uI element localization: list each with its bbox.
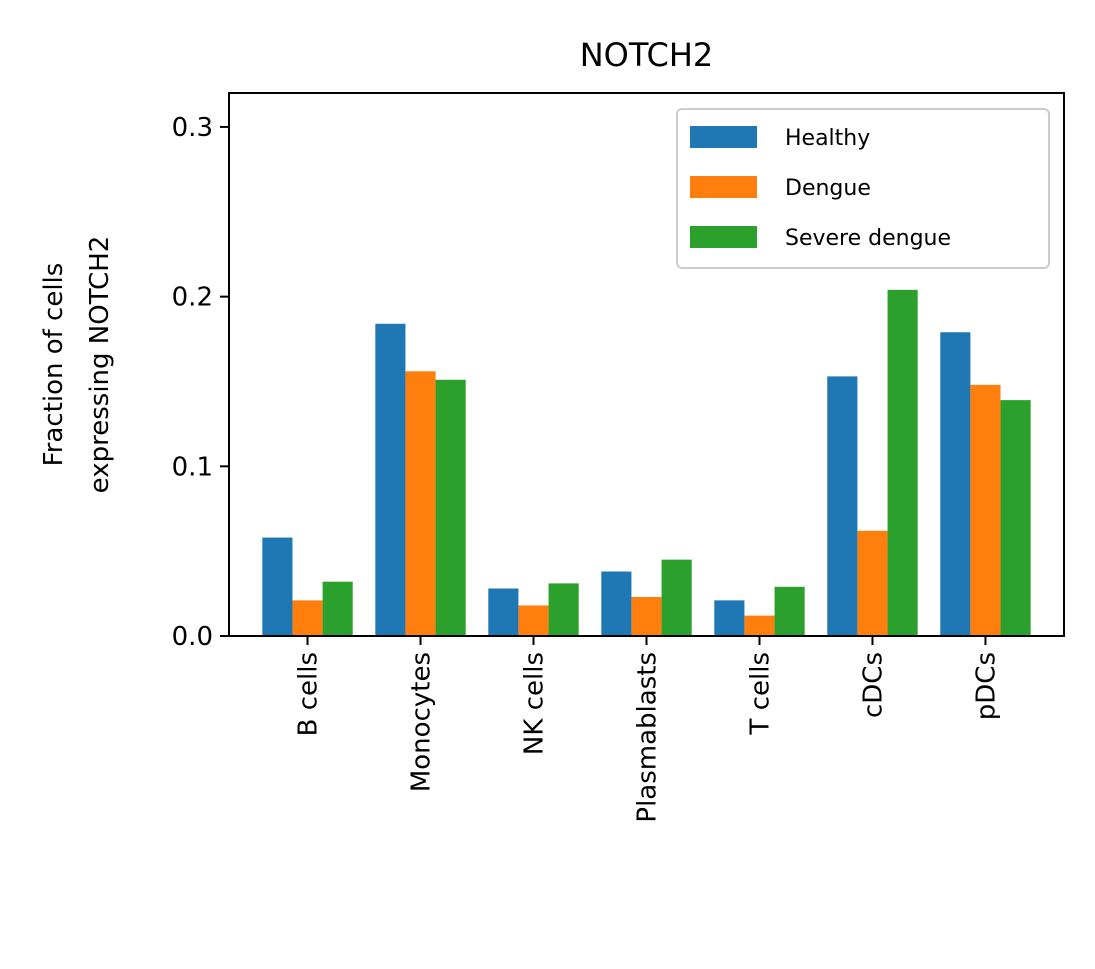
bar-dengue-t-cells (744, 615, 775, 636)
legend-label: Dengue (785, 176, 871, 201)
bar-dengue-pdcs (970, 384, 1001, 636)
bar-healthy-plasmablasts (601, 571, 632, 636)
y-tick-label: 0.2 (172, 283, 213, 313)
x-tick-label: pDCs (971, 652, 1001, 720)
bar-healthy-t-cells (714, 600, 745, 636)
y-axis: 0.0 0.1 0.2 0.3 (172, 113, 229, 652)
bar-dengue-plasmablasts (631, 596, 662, 636)
y-tick-label: 0.0 (172, 622, 213, 652)
bar-severe-dengue-plasmablasts (661, 559, 692, 636)
y-axis-title: Fraction of cells expressing NOTCH2 (39, 236, 115, 494)
x-tick-label: NK cells (520, 652, 550, 755)
y-tick-label: 0.1 (172, 452, 213, 482)
bar-dengue-monocytes (405, 371, 436, 636)
legend-swatch (690, 126, 757, 148)
bar-severe-dengue-monocytes (435, 379, 466, 636)
plot-area-frame (228, 92, 1065, 637)
bar-dengue-nk-cells (518, 605, 549, 636)
legend-swatch (690, 226, 757, 248)
bar-severe-dengue-nk-cells (548, 583, 579, 636)
y-axis-title-line-2: expressing NOTCH2 (85, 236, 115, 494)
y-tick-label: 0.3 (172, 113, 213, 143)
x-axis: B cells Monocytes NK cells Plasmablasts T ce… (294, 636, 1001, 823)
legend: Healthy Dengue Severe dengue (676, 108, 1050, 269)
legend-swatch (690, 176, 757, 198)
x-tick-label: Monocytes (407, 652, 437, 792)
bar-severe-dengue-cdcs (887, 289, 918, 636)
bar-healthy-monocytes (375, 323, 406, 636)
chart-title: NOTCH2 (580, 36, 714, 74)
bar-severe-dengue-t-cells (774, 586, 805, 636)
legend-label: Severe dengue (785, 226, 951, 251)
bars (262, 289, 1031, 636)
bar-healthy-cdcs (827, 376, 858, 636)
bar-healthy-nk-cells (488, 588, 519, 636)
bar-healthy-pdcs (940, 332, 971, 636)
x-tick-label: B cells (294, 652, 324, 736)
y-axis-title-line-1: Fraction of cells (39, 263, 69, 467)
legend-box (676, 108, 1050, 269)
x-tick-label: T cells (745, 652, 775, 735)
bar-dengue-b-cells (292, 600, 323, 636)
bar-dengue-cdcs (857, 530, 888, 636)
bar-severe-dengue-pdcs (1000, 400, 1031, 636)
bar-severe-dengue-b-cells (322, 581, 353, 636)
x-tick-label: Plasmablasts (633, 652, 663, 823)
x-tick-label: cDCs (858, 652, 888, 718)
legend-label: Healthy (785, 126, 870, 151)
bar-healthy-b-cells (262, 537, 293, 636)
